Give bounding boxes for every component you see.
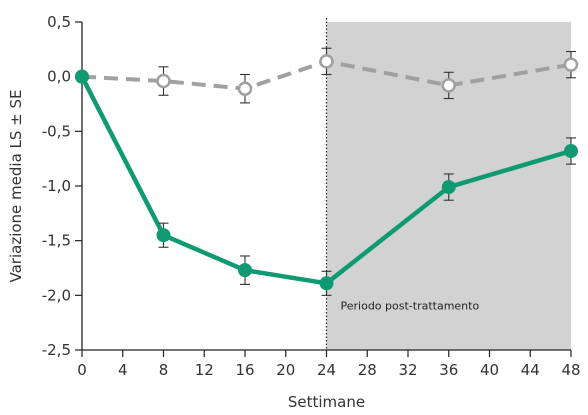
data-point <box>156 228 171 243</box>
y-tick-label: -0,5 <box>42 122 71 140</box>
data-point <box>75 69 89 84</box>
y-tick-label: 0,0 <box>47 68 71 86</box>
y-tick-label: -2,5 <box>42 341 71 359</box>
x-tick-label: 12 <box>195 361 214 379</box>
series-1 <box>75 69 578 296</box>
data-point <box>564 144 578 159</box>
x-tick-label: 0 <box>77 361 87 379</box>
y-tick-label: 0,5 <box>47 13 71 31</box>
series-line <box>79 75 572 286</box>
data-point <box>237 81 253 96</box>
data-point <box>319 54 334 69</box>
x-tick-label: 40 <box>480 361 499 379</box>
data-point <box>563 57 579 72</box>
x-tick-label: 20 <box>276 361 295 379</box>
x-tick-label: 28 <box>358 361 377 379</box>
x-tick-label: 32 <box>398 361 417 379</box>
data-point <box>319 276 334 291</box>
y-tick-label: -2,0 <box>42 286 71 304</box>
x-tick-label: 4 <box>118 361 128 379</box>
x-tick-label: 24 <box>317 361 336 379</box>
data-point <box>441 78 456 93</box>
x-tick-label: 36 <box>439 361 458 379</box>
data-point <box>156 73 171 89</box>
x-tick-label: 8 <box>159 361 169 379</box>
y-ticks: 0,5 0,0 -0,5 -1,0 -1,5 -2,0 -2,5 <box>42 13 82 359</box>
data-point <box>441 180 456 195</box>
x-tick-label: 44 <box>521 361 540 379</box>
x-tick-label: 48 <box>561 361 580 379</box>
data-point <box>238 263 252 278</box>
post-treatment-label: Periodo post-trattamento <box>341 300 480 313</box>
x-axis-title: Settimane <box>288 393 365 411</box>
y-axis-title: Variazione media LS ± SE <box>7 89 25 282</box>
series-line <box>81 59 572 91</box>
x-ticks: 0 4 8 12 16 20 24 28 32 36 40 44 48 <box>77 350 581 379</box>
y-tick-label: -1,0 <box>42 177 71 195</box>
x-tick-label: 16 <box>235 361 254 379</box>
y-tick-label: -1,5 <box>42 232 71 250</box>
series-group <box>75 47 579 296</box>
